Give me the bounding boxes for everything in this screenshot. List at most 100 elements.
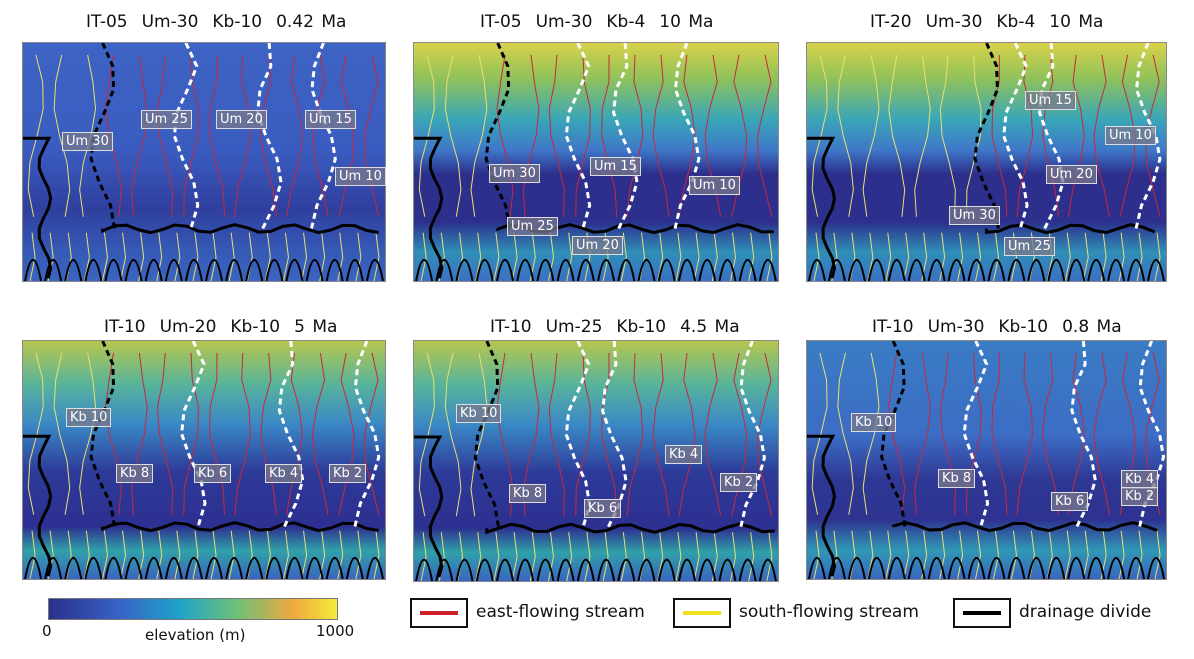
map-drawing [807,43,1166,281]
region-label: Um 15 [1025,91,1076,110]
stream-line [183,352,199,515]
south-stream-line [939,232,946,281]
stream-line [914,54,931,217]
map-panel-3 [806,42,1167,282]
drainage-divide [325,258,344,281]
divide-dashed [880,341,907,527]
legend-east-swatch [410,598,468,628]
drainage-divide [496,258,514,281]
drainage-divide [516,258,535,281]
south-stream-line [210,232,217,281]
stream-line [131,54,148,217]
stream-line [757,54,773,217]
drainage-divide [455,558,474,581]
title-part: 5 Ma [294,317,338,337]
drainage-divide [455,258,474,281]
region-label: Um 25 [1004,237,1055,256]
south-stream-line [566,232,573,281]
south-stream-line [120,530,127,579]
panel-1-title: IT-05 Um-30 Kb-10 0.42 Ma [86,12,360,32]
south-stream-line [1118,232,1125,281]
drainage-divide [887,258,906,281]
elevation-colorbar [48,598,338,620]
drainage-divide [84,556,103,579]
stream-line [470,54,488,217]
drainage-divide [124,258,143,281]
drainage-divide [101,223,379,235]
south-stream-line [957,530,964,579]
drainage-divide [887,556,906,579]
drainage-divide [184,258,203,281]
stream-line [53,54,71,217]
south-stream-line [992,530,999,579]
drainage-divide [496,558,514,581]
region-label: Kb 4 [665,445,703,464]
south-stream-line [957,232,964,281]
south-stream-line [373,232,380,281]
divide-dashed [277,341,305,528]
south-stream-line [174,232,181,281]
panel-6-title: IT-10 Um-30 Kb-10 0.8 Ma [872,317,1136,337]
stream-line [418,352,435,517]
region-label: Um 10 [689,176,740,195]
drainage-divide [597,558,616,581]
south-stream-line [992,232,999,281]
drainage-divide [1107,258,1126,281]
region-label: Um 25 [507,217,558,236]
south-stream-line [511,532,518,581]
south-stream-line [493,532,500,581]
south-stream-line [301,530,308,579]
south-stream-line [282,530,289,579]
region-label: Um 15 [590,157,641,176]
title-part: IT-20 [870,12,912,32]
drainage-divide [1087,258,1106,281]
region-label: Um 30 [949,206,1000,225]
drainage-divide [1087,556,1106,579]
stream-line [1093,352,1111,515]
south-stream-line [83,232,90,281]
divide-dashed [256,43,283,230]
map-panel-5 [413,340,779,582]
drainage-divide [415,558,434,581]
drainage-divide [1067,556,1086,579]
title-part: IT-10 [104,317,146,337]
south-stream-line [156,232,163,281]
drainage-divide [1107,556,1126,579]
south-stream-line [355,530,362,579]
south-stream-line [373,530,380,579]
stream-line [1016,54,1034,217]
drainage-divide [305,258,324,281]
drainage-divide [738,558,757,581]
map-drawing [807,341,1166,579]
region-label: Kb 2 [329,464,367,483]
south-stream-line [120,232,127,281]
drainage-divide [678,258,696,281]
drainage-divide [807,136,837,279]
drainage-divide [345,258,364,281]
drainage-divide [1007,556,1026,579]
region-label: Kb 6 [584,499,622,518]
south-stream-line [264,232,271,281]
title-part: IT-05 [86,12,128,32]
stream-line [991,352,1008,515]
stream-line [965,54,982,217]
south-stream-line [156,530,163,579]
south-stream-line [975,530,982,579]
drainage-divide [758,258,777,281]
stream-line [311,352,329,515]
colorbar-label: elevation (m) [145,626,246,644]
south-stream-line [83,530,90,579]
divide-dashed [739,341,766,529]
south-stream-line [1136,530,1143,579]
south-stream-line [493,232,500,281]
drainage-divide [225,556,244,579]
south-stream-line [511,232,518,281]
drainage-divide [827,556,846,579]
south-stream-line [813,232,820,281]
divide-dashed [1134,43,1162,229]
drainage-divide [617,258,636,281]
divide-dashed [172,43,200,230]
drainage-divide [414,435,444,578]
legend-divide-label: drainage divide [1019,602,1152,622]
panel-2-title: IT-05 Um-30 Kb-4 10 Ma [480,12,727,32]
